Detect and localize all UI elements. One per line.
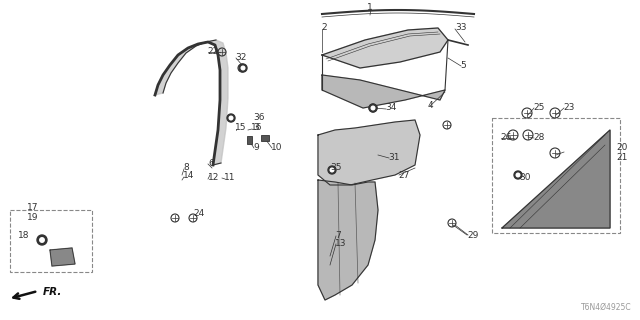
Polygon shape [502,130,610,228]
Bar [246,136,252,144]
Bar [261,135,269,141]
Text: 31: 31 [388,154,399,163]
Polygon shape [322,75,445,108]
Text: 9: 9 [253,143,259,153]
Text: 17: 17 [27,204,38,212]
Circle shape [239,64,247,72]
Text: 36: 36 [253,114,264,123]
Text: 1: 1 [367,4,373,12]
Text: 12: 12 [208,173,220,182]
Text: 32: 32 [235,53,246,62]
Polygon shape [322,28,448,68]
Text: 27: 27 [398,171,410,180]
Polygon shape [50,248,75,266]
Circle shape [227,114,235,122]
Text: 34: 34 [385,103,396,113]
Polygon shape [155,40,228,165]
Text: 16: 16 [251,124,262,132]
FancyBboxPatch shape [10,210,92,272]
Circle shape [516,173,520,177]
FancyBboxPatch shape [492,118,620,233]
Text: 14: 14 [183,172,195,180]
Text: 18: 18 [18,231,29,241]
Text: 33: 33 [455,23,467,33]
Circle shape [330,168,334,172]
Circle shape [40,238,44,242]
Text: 3: 3 [253,124,259,132]
Text: 23: 23 [563,103,574,113]
Text: 2: 2 [321,23,326,33]
Text: 13: 13 [335,238,346,247]
Text: 7: 7 [335,230,340,239]
Polygon shape [318,120,420,185]
Text: FR.: FR. [43,287,62,297]
Text: T6N4Ø4925C: T6N4Ø4925C [581,303,632,312]
Circle shape [328,166,336,174]
Text: 28: 28 [533,133,545,142]
Text: 21: 21 [616,154,628,163]
Circle shape [369,104,377,112]
Text: 4: 4 [428,100,434,109]
Text: 8: 8 [183,164,189,172]
Text: 20: 20 [616,143,628,153]
Text: 15: 15 [235,124,246,132]
Text: 11: 11 [224,173,236,182]
Circle shape [229,116,233,120]
Text: 10: 10 [271,143,282,153]
Text: 19: 19 [27,213,38,222]
Circle shape [514,171,522,179]
Text: 25: 25 [533,103,545,113]
Text: 24: 24 [193,209,204,218]
Text: 30: 30 [519,173,531,182]
Circle shape [371,106,375,110]
Circle shape [37,235,47,245]
Text: 26: 26 [500,133,511,142]
Circle shape [241,66,245,70]
Text: 5: 5 [460,60,466,69]
Text: 22: 22 [207,47,218,57]
Text: 35: 35 [330,164,342,172]
Text: 29: 29 [467,230,478,239]
Polygon shape [318,180,378,300]
Text: 6: 6 [208,158,214,167]
